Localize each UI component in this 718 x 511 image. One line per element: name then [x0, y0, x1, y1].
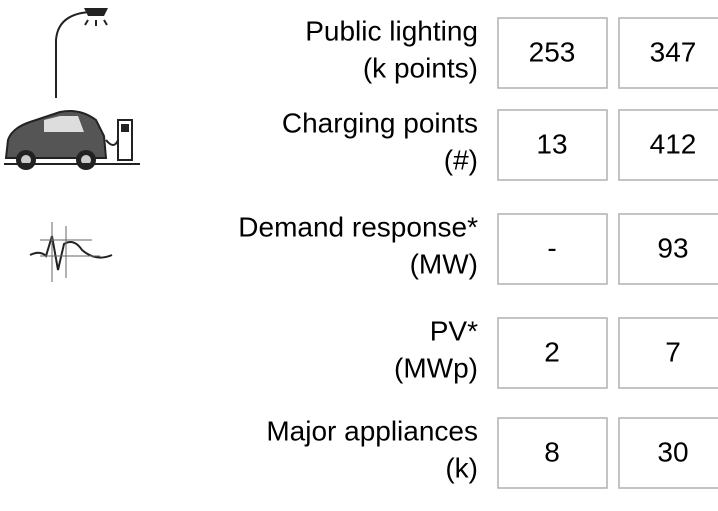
- row-label: Public lighting: [305, 15, 478, 46]
- row-unit: (MW): [410, 248, 478, 279]
- row-label: Major appliances: [266, 415, 478, 446]
- value-text: 2: [544, 336, 560, 367]
- row-unit: (k points): [363, 52, 478, 83]
- row-unit: (#): [444, 144, 478, 175]
- charging-car-icon: [4, 111, 140, 170]
- street-lamp-icon: [56, 8, 108, 98]
- value-text: 347: [650, 36, 697, 67]
- value-text: 13: [536, 128, 567, 159]
- value-text: 7: [665, 336, 681, 367]
- value-text: 8: [544, 436, 560, 467]
- infographic: Public lighting (k points) 253 347 Charging …: [0, 0, 718, 506]
- row-label: PV*: [430, 315, 478, 346]
- row-label: Charging points: [282, 107, 478, 138]
- row-label: Demand response*: [238, 211, 478, 242]
- row-unit: (k): [445, 452, 478, 483]
- demand-response-icon: [30, 222, 112, 282]
- value-text: -: [547, 232, 556, 263]
- value-text: 253: [529, 36, 576, 67]
- value-text: 93: [657, 232, 688, 263]
- value-text: 412: [650, 128, 697, 159]
- value-text: 30: [657, 436, 688, 467]
- row-unit: (MWp): [394, 352, 478, 383]
